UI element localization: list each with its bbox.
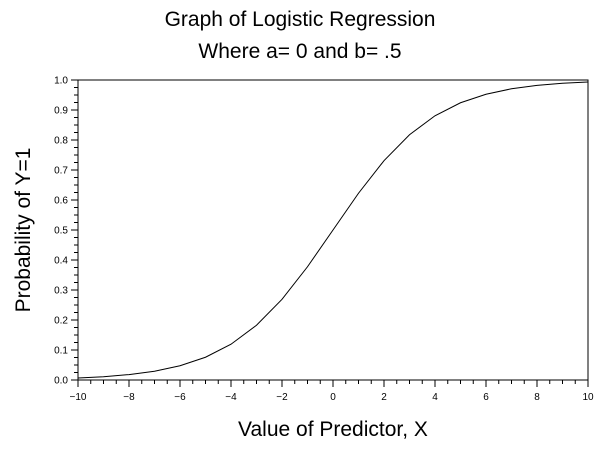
series-layer	[77, 81, 589, 379]
y-tick-label: 0.8	[54, 136, 68, 147]
x-tick-label: 6	[483, 392, 489, 403]
x-axis-label: Value of Predictor, X	[238, 418, 428, 441]
x-tick-label: 10	[582, 392, 594, 403]
y-tick-label: 0.4	[54, 256, 68, 267]
x-tick-label: −8	[123, 392, 135, 403]
y-tick-label: 0.7	[54, 166, 68, 177]
y-tick-label: 0.9	[54, 106, 68, 117]
y-axis: 0.0 0.1 0.2 0.3 0.4 0.5 0.6 0.7 0.8 0.9 1.0	[54, 76, 78, 387]
x-tick-label: 4	[432, 392, 438, 403]
y-tick-label: 0.0	[54, 376, 68, 387]
y-tick-label: 0.3	[54, 286, 68, 297]
x-tick-label: 0	[330, 392, 336, 403]
x-axis: −10 −8 −6 −4 −2 0 2 4 6 8 10	[70, 380, 594, 403]
chart-subtitle: Where a= 0 and b= .5	[198, 40, 402, 63]
y-tick-label: 1.0	[54, 76, 68, 87]
y-axis-label: Probability of Y=1	[12, 147, 35, 313]
x-tick-label: −10	[70, 392, 87, 403]
series-line	[77, 81, 589, 379]
y-tick-label: 0.5	[54, 226, 68, 237]
y-tick-label: 0.2	[54, 316, 68, 327]
x-tick-label: −6	[174, 392, 186, 403]
x-tick-label: −2	[276, 392, 288, 403]
chart-title: Graph of Logistic Regression	[164, 8, 436, 31]
x-tick-label: −4	[225, 392, 237, 403]
y-tick-label: 0.6	[54, 196, 68, 207]
y-tick-label: 0.1	[54, 346, 68, 357]
x-tick-label: 8	[534, 392, 540, 403]
x-tick-label: 2	[381, 392, 387, 403]
